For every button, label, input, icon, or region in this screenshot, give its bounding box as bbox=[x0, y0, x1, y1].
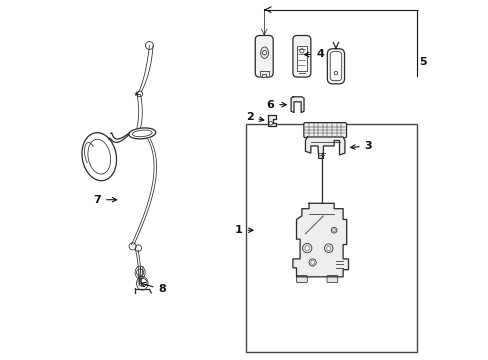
FancyBboxPatch shape bbox=[329, 51, 341, 81]
Text: 2: 2 bbox=[245, 112, 264, 122]
FancyBboxPatch shape bbox=[303, 123, 346, 138]
Ellipse shape bbox=[260, 47, 268, 58]
Text: 8: 8 bbox=[141, 282, 166, 294]
FancyBboxPatch shape bbox=[255, 36, 273, 77]
Circle shape bbox=[326, 246, 330, 250]
Circle shape bbox=[324, 244, 332, 252]
Polygon shape bbox=[267, 116, 275, 126]
FancyBboxPatch shape bbox=[262, 74, 266, 77]
Circle shape bbox=[268, 122, 272, 125]
Text: 5: 5 bbox=[418, 57, 426, 67]
Circle shape bbox=[305, 246, 309, 251]
Polygon shape bbox=[290, 97, 304, 113]
FancyBboxPatch shape bbox=[296, 45, 306, 71]
FancyBboxPatch shape bbox=[292, 36, 310, 77]
Circle shape bbox=[262, 50, 266, 55]
Circle shape bbox=[330, 227, 336, 233]
Polygon shape bbox=[292, 203, 348, 277]
Circle shape bbox=[302, 243, 311, 253]
FancyBboxPatch shape bbox=[326, 275, 337, 283]
Text: 3: 3 bbox=[350, 141, 371, 151]
Ellipse shape bbox=[132, 130, 152, 137]
Text: 4: 4 bbox=[304, 49, 324, 59]
Ellipse shape bbox=[88, 139, 110, 174]
Text: 6: 6 bbox=[266, 100, 286, 110]
FancyBboxPatch shape bbox=[326, 49, 344, 84]
Polygon shape bbox=[305, 137, 344, 158]
Bar bbox=[246, 125, 416, 352]
Text: 1: 1 bbox=[234, 225, 252, 235]
Text: 7: 7 bbox=[93, 195, 117, 205]
FancyBboxPatch shape bbox=[296, 275, 306, 283]
Circle shape bbox=[310, 261, 314, 264]
Circle shape bbox=[332, 229, 335, 231]
Circle shape bbox=[308, 259, 316, 266]
